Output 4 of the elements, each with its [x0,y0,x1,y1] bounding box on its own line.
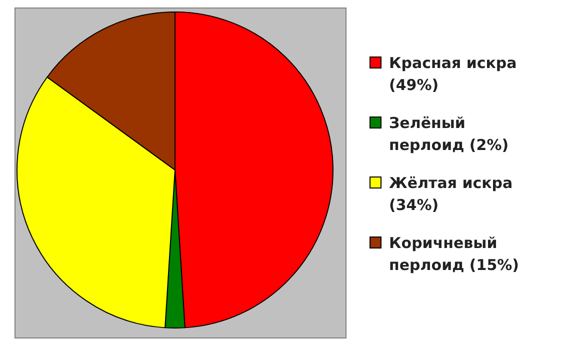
legend-label: Красная искра (49%) [389,54,517,94]
legend-label: Жёлтая искра (34%) [389,174,513,214]
legend-label: Зелёный перлоид (2%) [389,114,509,154]
legend-label: Коричневый перлоид (15%) [389,234,520,274]
